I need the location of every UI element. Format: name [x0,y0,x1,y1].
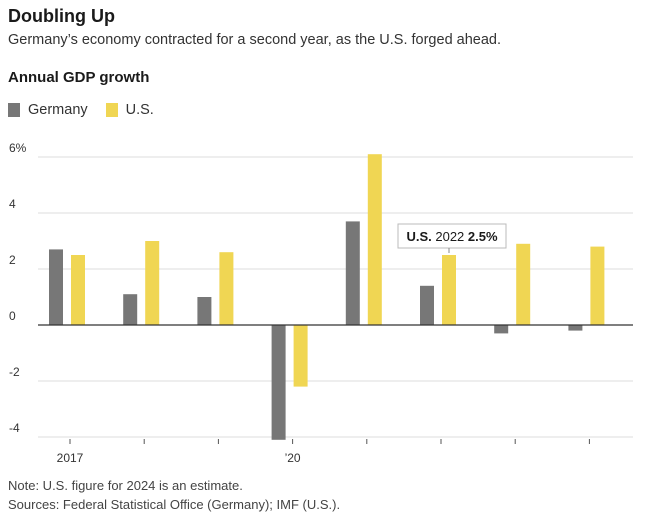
annotation-box [397,223,507,249]
bar-us-2017 [71,255,85,325]
annotation-year: 2022 [435,229,468,244]
y-tick-label: 0 [9,309,16,323]
bar-us-2018 [145,241,160,325]
bar-us-2019 [219,252,234,325]
legend-item-germany: Germany [8,102,88,118]
annotation-label: U.S. 2022 2.5% [406,229,498,244]
legend-swatch-us [105,103,118,117]
annotation-value: 2.5% [468,229,498,244]
bar-germany-2020 [271,325,286,440]
x-tick-label: 2017 [57,451,84,465]
x-tick-label: ’20 [285,451,301,465]
bar-us-2020 [293,325,308,387]
bar-us-2023 [516,243,531,325]
bar-germany-2021 [345,221,360,325]
legend-swatch-germany [8,103,20,117]
bar-germany-2018 [123,294,138,325]
y-tick-label: -4 [9,421,20,435]
y-tick-label: 6% [9,141,27,155]
bar-germany-2022 [420,285,434,325]
bar-us-2022 [442,255,456,325]
legend-item-us: U.S. [105,102,154,118]
bar-us-2024 [590,246,605,325]
footnote: Note: U.S. figure for 2024 is an estimat… [8,478,243,493]
y-tick-label: -2 [9,365,20,379]
annotation-prefix: U.S. [406,229,435,244]
y-tick-label: 4 [9,197,16,211]
bar-germany-2024 [568,325,583,331]
chart-section-label: Annual GDP growth [8,69,150,86]
bar-germany-2017 [49,249,63,325]
y-tick-label: 2 [9,253,16,267]
chart-subtitle: Germany’s economy contracted for a secon… [8,32,502,48]
legend: Germany U.S. [8,102,172,118]
bar-germany-2023 [494,325,509,334]
bar-us-2021 [367,154,382,325]
sources: Sources: Federal Statistical Office (Ger… [8,497,341,512]
bar-germany-2019 [197,297,212,325]
legend-label-germany: Germany [28,102,88,118]
legend-label-us: U.S. [125,102,154,118]
chart-title: Doubling Up [8,6,115,26]
